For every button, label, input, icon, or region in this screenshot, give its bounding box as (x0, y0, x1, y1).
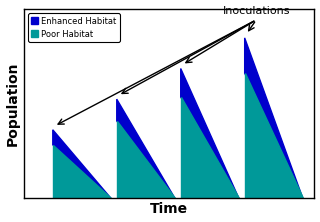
Polygon shape (245, 73, 303, 198)
Text: Inoculations: Inoculations (222, 6, 290, 16)
Polygon shape (245, 38, 303, 198)
Y-axis label: Population: Population (5, 61, 20, 146)
Polygon shape (181, 97, 239, 198)
X-axis label: Time: Time (150, 202, 188, 216)
Legend: Enhanced Habitat, Poor Habitat: Enhanced Habitat, Poor Habitat (28, 13, 120, 42)
Polygon shape (117, 121, 175, 198)
Polygon shape (181, 69, 239, 198)
Polygon shape (53, 130, 111, 198)
Polygon shape (53, 145, 111, 198)
Polygon shape (117, 99, 175, 198)
